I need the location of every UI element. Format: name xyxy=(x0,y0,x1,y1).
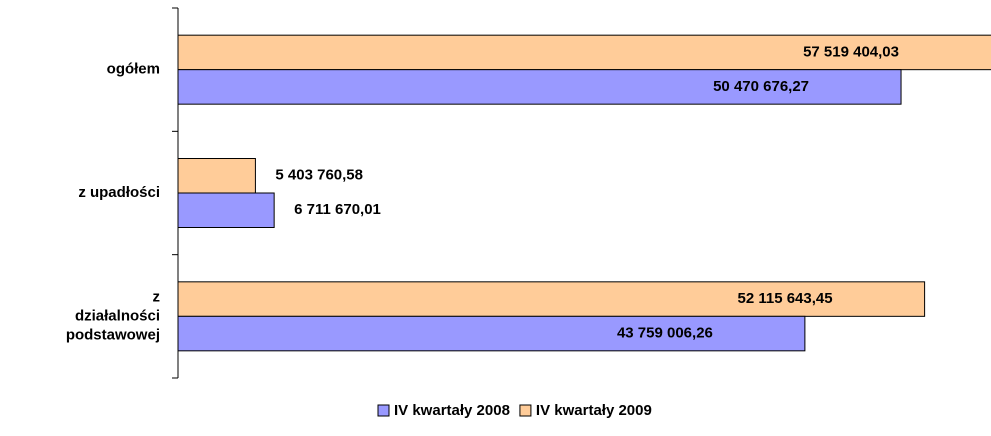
data-label: 5 403 760,58 xyxy=(275,167,363,184)
data-label: 43 759 006,26 xyxy=(617,325,713,342)
category-label: z działalności podstawowej xyxy=(66,288,160,343)
bar xyxy=(178,158,256,194)
data-label: 6 711 670,01 xyxy=(294,201,381,218)
plot-area xyxy=(178,34,991,352)
bar xyxy=(178,192,275,228)
legend-label: IV kwartały 2008 xyxy=(394,402,510,419)
category-label: ogółem xyxy=(107,61,160,78)
category-label: z upadłości xyxy=(78,184,160,201)
bar xyxy=(178,281,926,317)
data-label: 57 519 404,03 xyxy=(803,43,899,60)
legend-swatch xyxy=(519,404,532,417)
data-label: 50 470 676,27 xyxy=(713,78,809,95)
legend-swatch xyxy=(377,404,390,417)
data-label: 52 115 643,45 xyxy=(737,290,832,307)
bar xyxy=(178,34,991,71)
bar xyxy=(178,315,806,352)
legend-label: IV kwartały 2009 xyxy=(536,402,652,419)
bar xyxy=(178,69,902,105)
